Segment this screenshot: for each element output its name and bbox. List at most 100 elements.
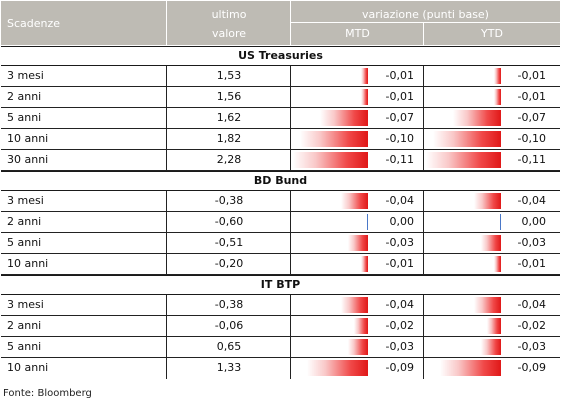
maturity-label: 5 anni xyxy=(7,111,42,124)
ytd-value: -0,01 xyxy=(517,69,546,82)
column-divider xyxy=(166,66,167,171)
ytd-bar-cell xyxy=(426,235,501,251)
ytd-bar-cell xyxy=(426,339,501,355)
mtd-value: -0,01 xyxy=(385,90,414,103)
mtd-bar-cell xyxy=(293,256,368,272)
mtd-bar xyxy=(361,68,368,84)
mtd-bar-cell xyxy=(293,152,368,168)
ytd-value: -0,03 xyxy=(517,236,546,249)
mtd-value: -0,11 xyxy=(385,153,414,166)
ytd-value: -0,01 xyxy=(517,90,546,103)
last-value: -0,60 xyxy=(214,215,244,228)
header-divider xyxy=(166,1,167,45)
mtd-value: -0,01 xyxy=(385,257,414,270)
mtd-value: -0,07 xyxy=(385,111,414,124)
ytd-bar-cell xyxy=(426,297,501,313)
maturity-label: 10 anni xyxy=(7,132,49,145)
ytd-bar-cell xyxy=(426,152,501,168)
mtd-bar-cell xyxy=(293,110,368,126)
mtd-bar xyxy=(320,110,368,126)
table-row: 5 anni -0,51 -0,03 -0,03 xyxy=(1,233,560,254)
column-divider xyxy=(423,191,424,275)
table-row: 5 anni 1,62 -0,07 -0,07 xyxy=(1,108,560,129)
table-row: 3 mesi 1,53 -0,01 -0,01 xyxy=(1,66,560,87)
source-note: Fonte: Bloomberg xyxy=(3,388,92,399)
ytd-value: -0,04 xyxy=(517,194,546,207)
mtd-bar xyxy=(341,297,368,313)
ytd-bar-cell xyxy=(426,68,501,84)
mtd-value: -0,09 xyxy=(385,361,414,374)
ytd-bar-cell xyxy=(426,318,501,334)
mtd-bar xyxy=(341,193,368,209)
mtd-value: -0,02 xyxy=(385,319,414,332)
section-header: US Treasuries xyxy=(1,46,560,66)
mtd-bar-cell xyxy=(293,89,368,105)
maturity-label: 3 mesi xyxy=(7,69,44,82)
last-value: 1,33 xyxy=(216,361,242,374)
ytd-value: -0,07 xyxy=(517,111,546,124)
ytd-bar-cell xyxy=(426,214,501,230)
maturity-label: 10 anni xyxy=(7,257,49,270)
maturity-label: 2 anni xyxy=(7,319,42,332)
mtd-bar xyxy=(293,152,368,168)
mtd-bar xyxy=(367,214,368,230)
last-value: 1,82 xyxy=(216,132,242,145)
ytd-bar xyxy=(433,131,501,147)
last-value: 1,53 xyxy=(216,69,242,82)
section-header: IT BTP xyxy=(1,275,560,295)
mtd-value: -0,04 xyxy=(385,298,414,311)
ytd-bar-cell xyxy=(426,360,501,376)
ytd-bar-cell xyxy=(426,110,501,126)
column-divider xyxy=(423,295,424,379)
mtd-bar xyxy=(354,318,368,334)
maturity-label: 2 anni xyxy=(7,215,42,228)
header-divider xyxy=(423,23,424,45)
section-title: US Treasuries xyxy=(238,49,323,62)
header-variazione: variazione (punti base) xyxy=(362,8,489,21)
ytd-value: -0,03 xyxy=(517,340,546,353)
maturity-label: 2 anni xyxy=(7,90,42,103)
last-value: -0,20 xyxy=(214,257,244,270)
section-title: IT BTP xyxy=(260,278,301,291)
header-ytd: YTD xyxy=(481,27,503,40)
ytd-bar xyxy=(474,193,501,209)
table-header: Scadenze ultimo valore variazione (punti… xyxy=(1,1,560,45)
mtd-value: -0,10 xyxy=(385,132,414,145)
ytd-value: -0,04 xyxy=(517,298,546,311)
table-row: 2 anni 1,56 -0,01 -0,01 xyxy=(1,87,560,108)
bond-yields-table: Scadenze ultimo valore variazione (punti… xyxy=(1,1,560,382)
ytd-bar xyxy=(481,235,501,251)
mtd-bar-cell xyxy=(293,318,368,334)
mtd-bar-cell xyxy=(293,297,368,313)
mtd-bar-cell xyxy=(293,214,368,230)
column-divider xyxy=(290,191,291,275)
column-divider xyxy=(166,191,167,275)
ytd-value: -0,01 xyxy=(517,257,546,270)
ytd-bar xyxy=(481,339,501,355)
ytd-bar xyxy=(500,214,501,230)
last-value: 2,28 xyxy=(216,153,242,166)
last-value: -0,38 xyxy=(214,194,244,207)
ytd-bar xyxy=(440,360,501,376)
ytd-bar xyxy=(487,318,501,334)
ytd-bar xyxy=(494,68,501,84)
ytd-value: 0,00 xyxy=(521,215,547,228)
mtd-value: -0,03 xyxy=(385,236,414,249)
last-value: -0,38 xyxy=(214,298,244,311)
section-header: BD Bund xyxy=(1,171,560,191)
mtd-bar xyxy=(348,235,368,251)
table-row: 10 anni 1,82 -0,10 -0,10 xyxy=(1,129,560,150)
last-value: -0,06 xyxy=(214,319,244,332)
table-row: 30 anni 2,28 -0,11 -0,11 xyxy=(1,150,560,171)
last-value: 1,56 xyxy=(216,90,242,103)
mtd-bar xyxy=(361,89,368,105)
header-divider xyxy=(290,1,291,45)
mtd-bar-cell xyxy=(293,360,368,376)
mtd-value: -0,04 xyxy=(385,194,414,207)
table-row: 2 anni -0,06 -0,02 -0,02 xyxy=(1,316,560,337)
mtd-bar-cell xyxy=(293,339,368,355)
mtd-bar xyxy=(307,360,368,376)
table-row: 10 anni 1,33 -0,09 -0,09 xyxy=(1,358,560,379)
table-row: 3 mesi -0,38 -0,04 -0,04 xyxy=(1,191,560,212)
ytd-bar xyxy=(474,297,501,313)
